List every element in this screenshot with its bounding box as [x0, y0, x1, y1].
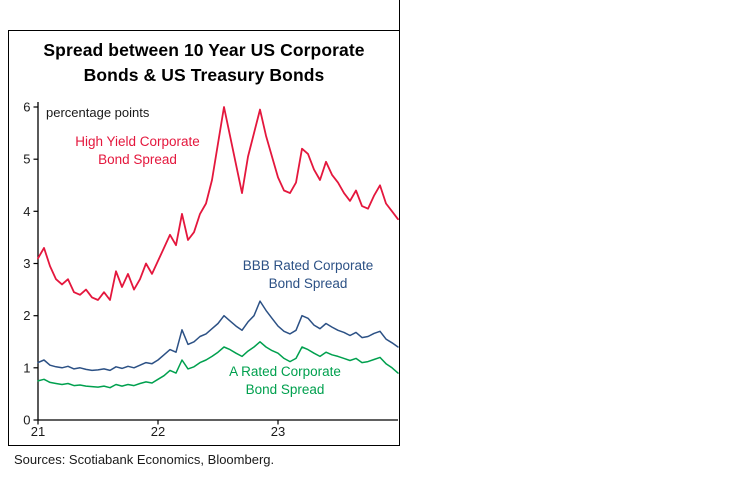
y-tick-label: 0	[23, 413, 30, 428]
x-tick-label: 23	[271, 424, 285, 439]
y-tick-label: 5	[23, 152, 30, 167]
source-note: Sources: Scotiabank Economics, Bloomberg…	[14, 452, 275, 467]
y-tick-label: 1	[23, 360, 30, 375]
bbb-line	[37, 300, 399, 372]
series-label-high-yield: High Yield Corporate Bond Spread	[75, 134, 200, 167]
series-label-a-rated: A Rated Corporate Bond Spread	[229, 364, 341, 397]
y-tick-label: 3	[23, 256, 30, 271]
unit-label: percentage points	[46, 105, 150, 120]
y-tick-label: 6	[23, 100, 30, 115]
a-rated-line	[37, 341, 399, 389]
chart-panel-border	[8, 30, 400, 446]
y-tick-label: 4	[23, 204, 30, 219]
y-tick-label: 2	[23, 308, 30, 323]
x-tick-label: 22	[151, 424, 165, 439]
x-tick-label: 21	[31, 424, 45, 439]
chart-title: Spread between 10 Year US Corporate Bond…	[43, 40, 365, 85]
series-label-bbb: BBB Rated Corporate Bond Spread	[242, 258, 374, 291]
panel-border-stub	[398, 0, 400, 31]
high-yield-line	[37, 106, 399, 301]
